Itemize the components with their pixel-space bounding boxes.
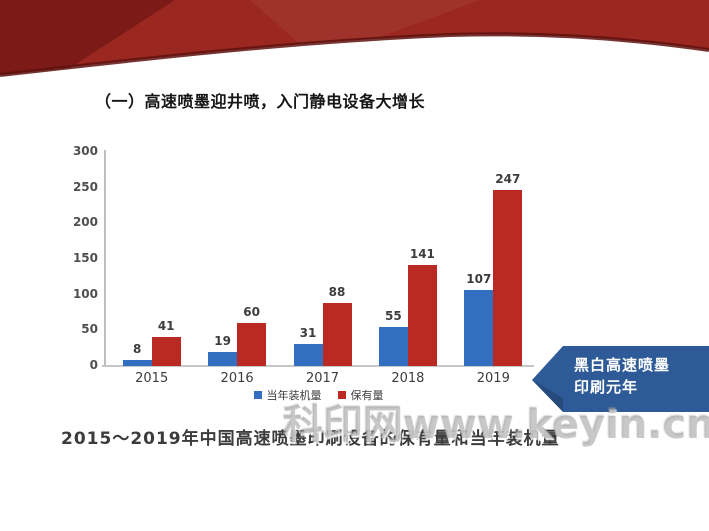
bar-installed (293, 343, 323, 366)
y-axis-tick-label: 150 (72, 251, 98, 265)
x-axis-label: 2019 (476, 371, 510, 386)
legend-swatch-installed (253, 391, 262, 399)
y-axis-line (104, 150, 106, 367)
y-axis-tick-label: 300 (72, 144, 98, 158)
bar-value-label: 107 (466, 271, 492, 286)
x-axis-label: 2016 (220, 371, 254, 386)
bar-value-label: 141 (409, 247, 435, 262)
bar-installed (464, 289, 494, 366)
banner-text-line2: 印刷元年 (574, 377, 639, 396)
x-axis-line (102, 365, 534, 367)
legend-label: 当年装机量 (266, 389, 322, 402)
slide-title: （一）高速喷墨迎井喷，入门静电设备大增长 (95, 92, 426, 111)
bar-value-label: 19 (214, 334, 231, 349)
bar-value-label: 60 (243, 305, 260, 320)
chart-legend: 当年装机量 保有量 (105, 387, 532, 403)
bar-value-label: 31 (299, 325, 317, 340)
legend-item: 保有量 (337, 387, 384, 403)
bar-installed (378, 326, 408, 366)
banner-text-line1: 黑白高速喷墨 (574, 356, 671, 374)
x-axis-label: 2015 (135, 371, 169, 386)
bar-value-label: 41 (157, 318, 175, 333)
bar-holdings (493, 189, 523, 366)
ribbon-graphic (0, 0, 709, 77)
y-axis-tick-label: 0 (89, 358, 98, 372)
legend-label: 保有量 (350, 389, 384, 402)
bar-holdings (407, 265, 437, 366)
bar-value-label: 247 (495, 171, 521, 186)
callout-banner: 黑白高速喷墨 印刷元年 (532, 346, 709, 412)
y-axis-tick-label: 50 (81, 322, 98, 337)
bar-installed (208, 352, 238, 366)
bar-value-label: 55 (385, 308, 402, 323)
bar-holdings (322, 303, 352, 366)
x-axis-label: 2018 (391, 371, 425, 386)
bar-value-label: 8 (133, 342, 142, 357)
y-axis-tick-label: 250 (72, 179, 98, 194)
x-axis-label: 2017 (305, 371, 340, 386)
legend-item: 当年装机量 (253, 387, 322, 403)
banner-arrow-shape (532, 346, 709, 412)
chart-caption: 2015～2019年中国高速喷墨印刷设备的保有量和当年装机量 (61, 429, 560, 449)
y-axis-tick-label: 100 (72, 286, 98, 301)
bar-installed (122, 360, 152, 366)
bar-value-label: 88 (328, 285, 346, 300)
legend-swatch-holdings (337, 391, 346, 399)
bar-holdings (151, 336, 181, 366)
y-axis-tick-label: 200 (72, 215, 98, 230)
bar-holdings (237, 323, 267, 366)
banner-text: 黑白高速喷墨 印刷元年 (574, 355, 670, 399)
